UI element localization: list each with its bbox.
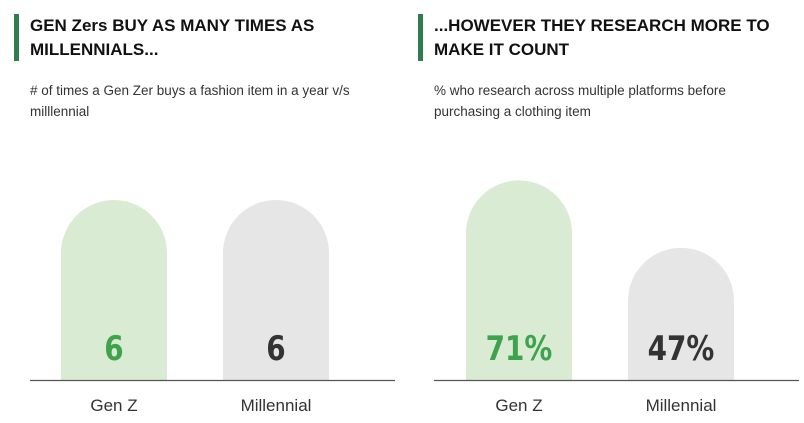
right-bar-chart: 71% Gen Z 47% Millennial [434, 180, 799, 415]
left-panel-title: GEN Zers BUY AS MANY TIMES AS MILLENNIAL… [30, 16, 315, 59]
bar-millennial [223, 200, 329, 380]
bar-millennial [628, 247, 734, 380]
right-panel-title: ...HOWEVER THEY RESEARCH MORE TO MAKE IT… [434, 16, 770, 59]
category-label: Gen Z [495, 396, 542, 415]
bar-value-label: 47% [648, 329, 715, 368]
bar-gen-z [466, 180, 572, 380]
bar-gen-z [61, 200, 167, 380]
right-panel-subtitle: % who research across multiple platforms… [434, 83, 726, 119]
bar-value-label: 6 [266, 329, 285, 368]
category-label: Gen Z [90, 396, 137, 415]
left-accent-bar [14, 14, 19, 61]
bar-value-label: 6 [104, 329, 123, 368]
category-label: Millennial [241, 396, 312, 415]
bar-value-label: 71% [486, 329, 553, 368]
right-chart-panel: ...HOWEVER THEY RESEARCH MORE TO MAKE IT… [404, 0, 804, 423]
category-label: Millennial [646, 396, 717, 415]
left-bar-chart: 6 Gen Z 6 Millennial [30, 200, 395, 415]
right-accent-bar [418, 14, 423, 61]
left-chart-panel: GEN Zers BUY AS MANY TIMES AS MILLENNIAL… [0, 0, 400, 423]
left-panel-subtitle: # of times a Gen Zer buys a fashion item… [30, 83, 350, 119]
